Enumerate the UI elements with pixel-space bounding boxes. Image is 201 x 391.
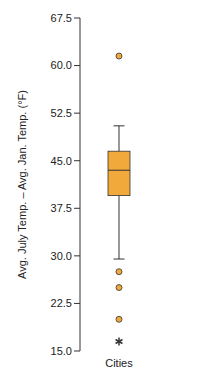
svg-text:15.0: 15.0 [51,345,72,357]
svg-text:52.5: 52.5 [51,107,72,119]
svg-text:45.0: 45.0 [51,155,72,167]
svg-text:Cities: Cities [105,357,133,369]
svg-text:37.5: 37.5 [51,202,72,214]
svg-text:67.5: 67.5 [51,12,72,24]
svg-text:60.0: 60.0 [51,59,72,71]
svg-text:22.5: 22.5 [51,297,72,309]
svg-text:30.0: 30.0 [51,250,72,262]
svg-text:Avg. July Temp. – Avg. Jan. Te: Avg. July Temp. – Avg. Jan. Temp. (°F) [16,90,28,279]
